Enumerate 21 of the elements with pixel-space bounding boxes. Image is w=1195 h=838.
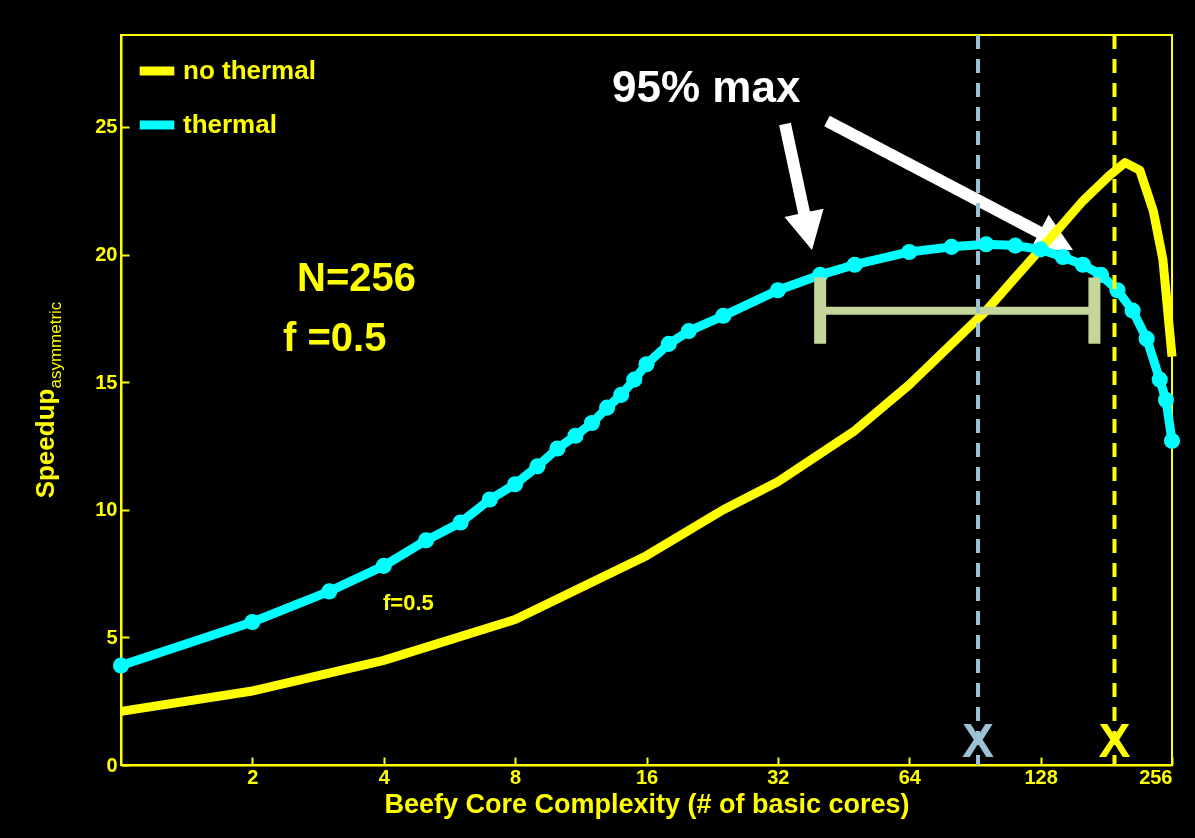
x-tick-label: 32 xyxy=(767,765,790,788)
x-tick-label: 4 xyxy=(378,765,391,788)
x-tick-label: 128 xyxy=(1024,765,1058,788)
y-tick-label: 25 xyxy=(95,115,118,138)
x-tick-label: 8 xyxy=(510,765,522,788)
x-tick-label: 64 xyxy=(898,765,922,788)
annotation: N=256 xyxy=(297,255,416,300)
y-tick-label: 0 xyxy=(106,753,118,776)
legend-label: no thermal xyxy=(183,55,316,85)
y-tick-label: 20 xyxy=(95,243,118,266)
x-tick-label: 2 xyxy=(247,765,259,788)
annotation: 95% max xyxy=(612,62,801,112)
annotation: f =0.5 xyxy=(283,315,387,360)
annotation: f=0.5 xyxy=(383,590,434,616)
x-tick-label: 256 xyxy=(1139,765,1173,788)
y-tick-label: 10 xyxy=(95,498,118,521)
x-tick-label: 16 xyxy=(635,765,659,788)
y-tick-label: 5 xyxy=(106,625,118,648)
legend-label: thermal xyxy=(183,109,277,139)
y-tick-label: 15 xyxy=(95,370,118,393)
x-axis-title: Beefy Core Complexity (# of basic cores) xyxy=(384,788,910,819)
